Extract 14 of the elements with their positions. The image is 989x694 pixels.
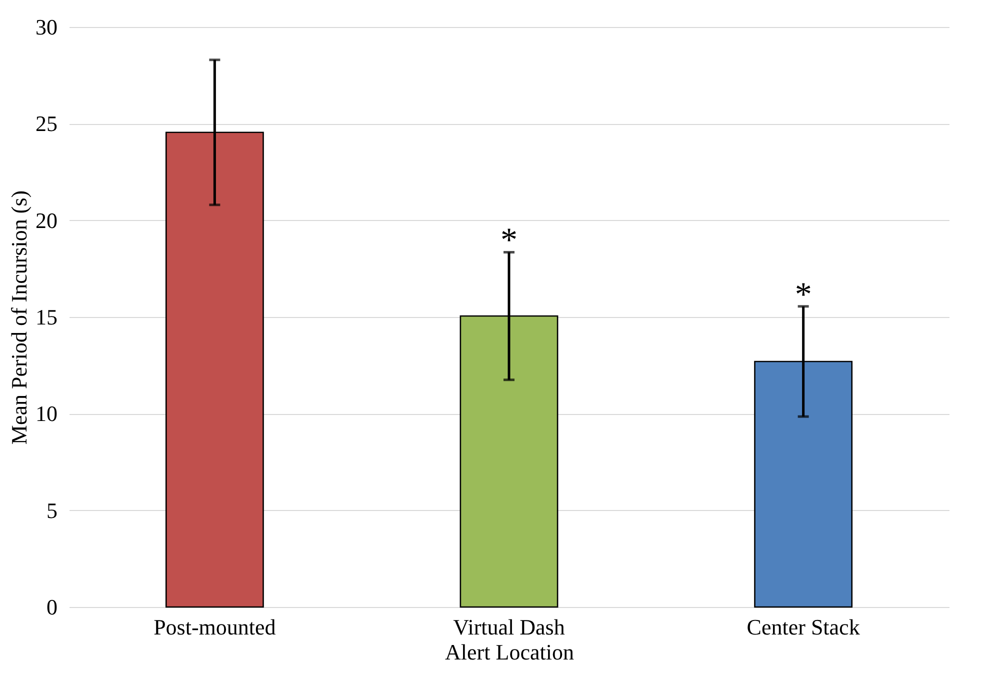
annotation: *: [500, 222, 518, 260]
y-tick-label: 30: [36, 14, 58, 40]
x-tick-label: Virtual Dash: [453, 614, 565, 640]
annotation: *: [794, 276, 812, 314]
y-tick-label: 10: [36, 401, 58, 426]
y-tick-label: 25: [36, 111, 58, 136]
y-tick-label: 15: [36, 304, 58, 330]
x-tick-label: Center Stack: [746, 614, 860, 640]
x-tick-label: Post-mounted: [154, 614, 276, 640]
x-axis-title: Alert Location: [445, 640, 574, 664]
y-axis-title: Mean Period of Incursion (s): [6, 190, 32, 445]
y-tick-label: 5: [46, 498, 58, 523]
y-tick-label: 20: [36, 208, 58, 233]
y-tick-label: 0: [46, 594, 58, 620]
